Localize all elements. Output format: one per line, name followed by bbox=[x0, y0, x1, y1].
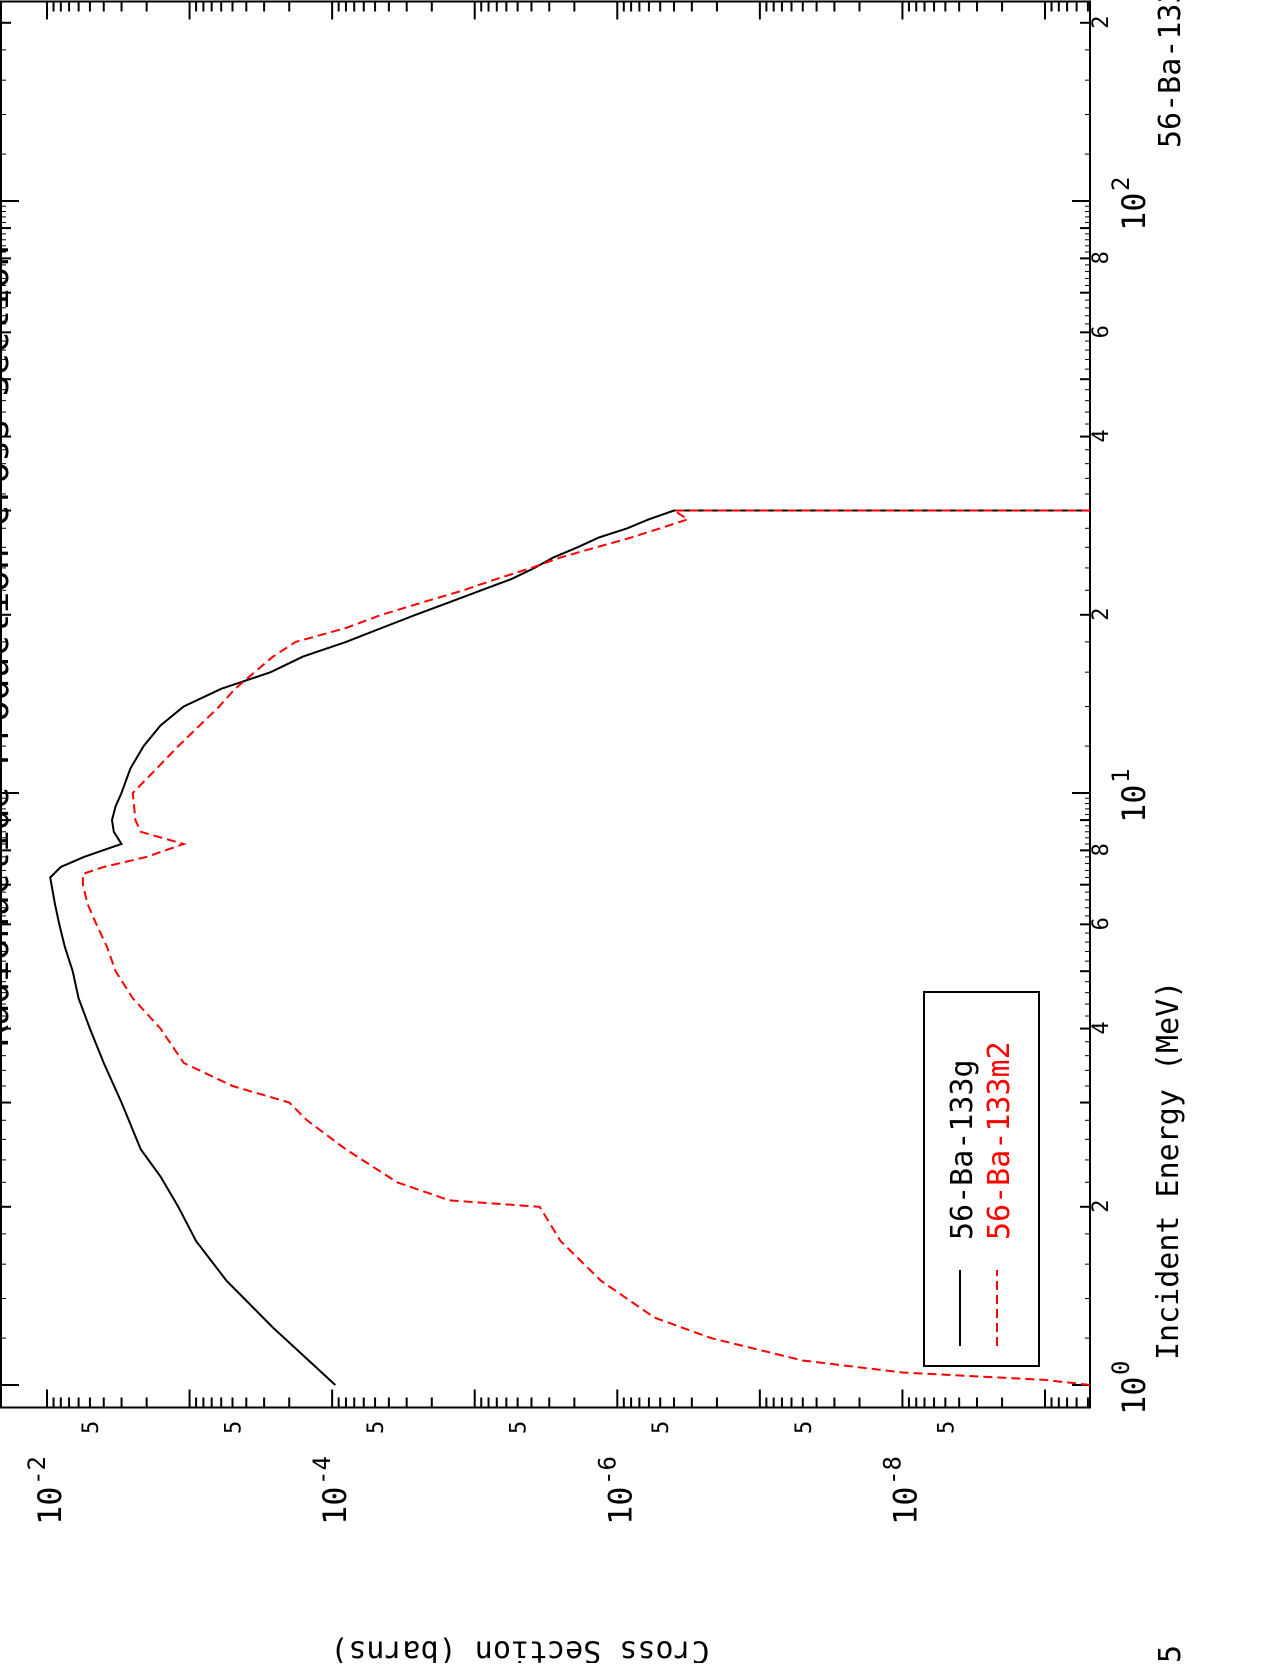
x-minor-tick-label: 8 bbox=[1089, 251, 1114, 264]
series-line-1 bbox=[49, 509, 1090, 1386]
y-minor-tick-label: 5 bbox=[507, 1421, 532, 1434]
legend-label-2: 56-Ba-133m2 bbox=[982, 1041, 1017, 1240]
x-major-tick-label: 100 bbox=[1107, 1361, 1153, 1415]
y-minor-tick-label: 5 bbox=[79, 1421, 104, 1434]
x-major-tick-exp: 2 bbox=[1107, 177, 1135, 191]
x-minor-tick-text: 4 bbox=[1089, 1021, 1114, 1034]
x-minor-tick-text: 6 bbox=[1089, 917, 1114, 930]
y-major-tick-exp: -6 bbox=[593, 1456, 621, 1485]
x-minor-tick-text: 4 bbox=[1089, 429, 1114, 442]
y-minor-tick-label: 5 bbox=[364, 1421, 389, 1434]
x-minor-tick-text: 8 bbox=[1089, 843, 1114, 856]
legend-entry-2: 56-Ba-133m2 bbox=[982, 1041, 1017, 1240]
legend-layer: 56-Ba-133g 56-Ba-133m2 bbox=[945, 1041, 1017, 1346]
y-minor-tick-text: 5 bbox=[79, 1421, 104, 1434]
y-major-tick-exp: -8 bbox=[878, 1456, 906, 1485]
legend-label-1: 56-Ba-133g bbox=[945, 1059, 980, 1240]
x-minor-tick-label: 2 bbox=[1089, 16, 1114, 29]
y-minor-tick-text: 5 bbox=[507, 1421, 532, 1434]
x-minor-tick-label: 2 bbox=[1089, 608, 1114, 621]
x-major-tick-exp: 0 bbox=[1107, 1361, 1135, 1375]
x-minor-tick-label: 2 bbox=[1089, 1200, 1114, 1213]
y-minor-tick-label: 5 bbox=[221, 1421, 246, 1434]
y-minor-tick-text: 5 bbox=[934, 1421, 959, 1434]
x-major-tick-exp: 1 bbox=[1107, 769, 1135, 783]
y-major-tick-exp: -4 bbox=[308, 1456, 336, 1485]
series-line-2 bbox=[81, 509, 1091, 1386]
x-minor-tick-label: 6 bbox=[1089, 325, 1114, 338]
x-major-tick-base: 10 bbox=[1115, 192, 1153, 231]
y-major-tick-label: 10-6 bbox=[593, 1456, 639, 1525]
legend-entry-1: 56-Ba-133g bbox=[945, 1059, 980, 1240]
y-major-tick-base: 10 bbox=[316, 1486, 354, 1525]
x-major-tick-base: 10 bbox=[1115, 1376, 1153, 1415]
y-minor-tick-text: 5 bbox=[649, 1421, 674, 1434]
x-minor-tick-text: 8 bbox=[1089, 251, 1114, 264]
y-major-tick-base: 10 bbox=[886, 1486, 924, 1525]
y-minor-tick-label: 5 bbox=[934, 1421, 959, 1434]
x-major-tick-label: 102 bbox=[1107, 177, 1153, 231]
y-minor-tick-text: 5 bbox=[364, 1421, 389, 1434]
y-minor-tick-text: 5 bbox=[221, 1421, 246, 1434]
chart-title: Radionuclide Production Cross Section bbox=[0, 245, 17, 1047]
corner-label: 15 bbox=[1153, 1645, 1188, 1663]
x-minor-tick-text: 6 bbox=[1089, 325, 1114, 338]
x-minor-tick-text: 2 bbox=[1089, 608, 1114, 621]
y-major-tick-base: 10 bbox=[31, 1486, 69, 1525]
ticks-layer bbox=[1, 1, 1090, 1408]
y-major-tick-label: 10-4 bbox=[308, 1456, 354, 1525]
x-minor-tick-label: 8 bbox=[1089, 843, 1114, 856]
y-major-tick-label: 10-8 bbox=[878, 1456, 924, 1525]
legend-box bbox=[923, 991, 1040, 1367]
y-major-tick-label: 10-2 bbox=[23, 1456, 69, 1525]
y-minor-tick-text: 5 bbox=[792, 1421, 817, 1434]
x-minor-tick-text: 2 bbox=[1089, 16, 1114, 29]
x-axis-label: Incident Energy (MeV) bbox=[1151, 981, 1186, 1360]
nuclide-label: 56-Ba-133 bbox=[1153, 0, 1188, 148]
x-minor-tick-label: 4 bbox=[1089, 1021, 1114, 1034]
y-major-tick-base: 10 bbox=[601, 1486, 639, 1525]
series-layer bbox=[49, 509, 1091, 1386]
plot-frame bbox=[0, 0, 1091, 1409]
y-minor-tick-label: 5 bbox=[792, 1421, 817, 1434]
x-major-tick-label: 101 bbox=[1107, 769, 1153, 823]
x-minor-tick-label: 4 bbox=[1089, 429, 1114, 442]
y-axis-label: Cross Section (barns) bbox=[330, 1634, 709, 1664]
y-minor-tick-label: 5 bbox=[649, 1421, 674, 1434]
y-major-tick-exp: -2 bbox=[23, 1456, 51, 1485]
x-minor-tick-label: 6 bbox=[1089, 917, 1114, 930]
x-major-tick-base: 10 bbox=[1115, 784, 1153, 823]
x-minor-tick-text: 2 bbox=[1089, 1200, 1114, 1213]
